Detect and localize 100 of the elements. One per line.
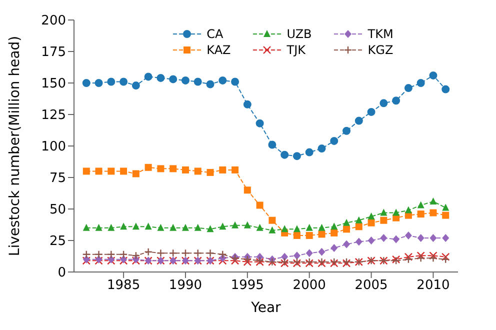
- point: [281, 252, 288, 261]
- point: [429, 71, 438, 80]
- point: [120, 78, 128, 86]
- point: [442, 85, 450, 94]
- point: [430, 209, 437, 216]
- point: [206, 225, 214, 232]
- point: [292, 152, 301, 160]
- point: [380, 216, 388, 224]
- y-tick-label: 175: [41, 45, 66, 60]
- point: [132, 82, 140, 90]
- y-tick-label: 75: [49, 171, 66, 186]
- point: [108, 224, 115, 231]
- x-tick-label: 2005: [354, 278, 388, 294]
- point: [156, 74, 165, 82]
- point: [82, 250, 90, 258]
- point: [218, 76, 227, 84]
- point: [194, 78, 202, 86]
- point: [380, 208, 388, 216]
- point: [306, 232, 313, 239]
- point: [94, 79, 103, 87]
- legend-label: KAZ: [206, 43, 231, 57]
- point: [343, 226, 350, 233]
- point: [157, 165, 164, 172]
- point: [82, 224, 90, 231]
- point: [170, 224, 177, 231]
- point: [430, 197, 437, 204]
- point: [219, 166, 226, 174]
- point: [243, 255, 252, 264]
- point: [194, 168, 202, 175]
- point: [280, 150, 289, 159]
- point: [330, 222, 338, 230]
- x-axis-title: Year: [250, 300, 282, 316]
- x-tick-label: 1985: [107, 278, 140, 294]
- point: [231, 78, 240, 86]
- point: [293, 225, 300, 232]
- point: [182, 166, 189, 174]
- point: [107, 250, 116, 258]
- y-tick-label: 25: [49, 234, 66, 250]
- point: [120, 168, 128, 175]
- point: [318, 224, 326, 231]
- x-tick-label: 2010: [416, 278, 450, 294]
- point: [182, 224, 189, 231]
- point: [181, 76, 190, 84]
- point: [354, 116, 363, 125]
- point: [95, 168, 102, 175]
- y-tick-label: 50: [49, 202, 66, 218]
- point: [380, 99, 388, 108]
- point: [416, 254, 425, 262]
- point: [206, 168, 214, 176]
- y-tick-label: 0: [58, 266, 66, 281]
- point: [416, 252, 425, 260]
- point: [268, 216, 276, 224]
- point: [108, 168, 115, 175]
- point: [330, 244, 338, 252]
- point: [343, 218, 350, 226]
- point: [429, 254, 438, 262]
- point: [206, 80, 214, 88]
- point: [380, 234, 388, 242]
- point: [144, 248, 152, 256]
- point: [243, 258, 252, 266]
- point: [218, 250, 227, 258]
- point: [219, 222, 226, 230]
- point: [330, 136, 338, 145]
- x-tick-label: 1995: [230, 278, 264, 294]
- point: [243, 100, 252, 108]
- legend-label: CA: [206, 27, 224, 41]
- point: [392, 208, 400, 216]
- point: [230, 256, 240, 265]
- point: [132, 170, 140, 178]
- point: [442, 234, 450, 242]
- point: [318, 144, 326, 153]
- point: [417, 234, 424, 242]
- point: [367, 108, 376, 116]
- y-tick-label: 100: [41, 140, 66, 155]
- point: [132, 252, 140, 260]
- point: [144, 222, 152, 230]
- point: [244, 221, 251, 228]
- point: [318, 248, 326, 256]
- point: [281, 225, 288, 232]
- point: [256, 202, 264, 209]
- point: [368, 212, 375, 220]
- point: [120, 222, 128, 230]
- point: [430, 234, 437, 242]
- point: [181, 249, 190, 258]
- point: [368, 219, 375, 226]
- point: [404, 231, 412, 240]
- point: [157, 224, 164, 231]
- point: [144, 164, 152, 171]
- point: [256, 119, 264, 128]
- y-tick-label: 150: [41, 76, 66, 92]
- point: [442, 212, 450, 219]
- point: [170, 165, 177, 172]
- point: [355, 238, 362, 246]
- point: [268, 226, 276, 234]
- point: [368, 236, 375, 244]
- point: [232, 221, 239, 228]
- point: [293, 252, 300, 260]
- y-axis-title: Livestock number(Million head): [6, 36, 23, 256]
- point: [404, 255, 413, 264]
- legend-label: TJK: [286, 43, 306, 57]
